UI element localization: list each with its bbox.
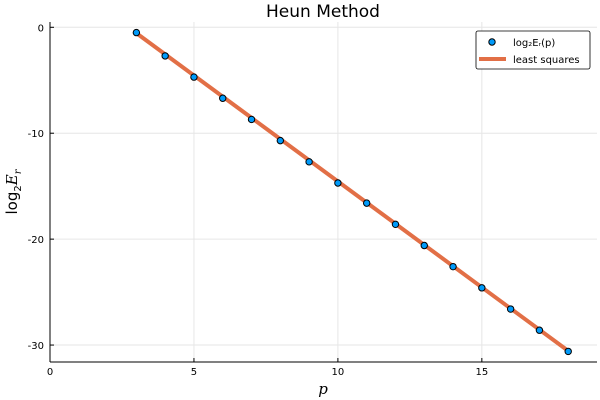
x-ticks: 0 5 10 15 bbox=[47, 358, 488, 378]
data-point bbox=[564, 347, 572, 356]
y-tick-label: -10 bbox=[28, 129, 44, 140]
data-point bbox=[478, 284, 486, 292]
data-point bbox=[535, 326, 544, 334]
legend-marker-scatter bbox=[488, 38, 496, 46]
least-squares-line bbox=[135, 31, 570, 353]
data-points-series bbox=[132, 28, 572, 356]
y-tick-label: -20 bbox=[28, 235, 44, 246]
data-point bbox=[362, 199, 371, 207]
chart-title: Heun Method bbox=[266, 2, 380, 22]
data-point bbox=[449, 262, 457, 271]
data-point bbox=[161, 52, 169, 60]
y-axis-label-base: log bbox=[3, 192, 21, 215]
x-tick-label: 10 bbox=[332, 367, 345, 378]
x-tick-label: 15 bbox=[475, 367, 488, 378]
y-axis-label: log2Er bbox=[3, 168, 24, 214]
y-axis-label-var-sub: r bbox=[13, 168, 24, 174]
data-point bbox=[334, 179, 342, 187]
data-point bbox=[132, 28, 141, 37]
y-axis-label-sub: 2 bbox=[13, 185, 24, 191]
data-point bbox=[247, 115, 256, 124]
legend: log₂Eᵣ(p) least squares bbox=[475, 30, 591, 70]
y-ticks: 0 -10 -20 -30 bbox=[28, 23, 54, 352]
y-tick-label: 0 bbox=[38, 23, 44, 34]
data-point bbox=[420, 241, 428, 250]
data-point bbox=[219, 94, 227, 102]
data-point bbox=[305, 158, 313, 166]
legend-label-scatter: log₂Eᵣ(p) bbox=[513, 38, 555, 49]
data-point bbox=[391, 220, 400, 229]
x-tick-label: 0 bbox=[47, 367, 53, 378]
y-tick-label: -30 bbox=[28, 341, 44, 352]
x-tick-label: 5 bbox=[191, 367, 197, 378]
data-point bbox=[190, 73, 198, 81]
y-axis-label-var: E bbox=[3, 174, 21, 186]
least-squares-series bbox=[135, 31, 570, 353]
x-axis-label: p bbox=[318, 380, 328, 398]
legend-label-line: least squares bbox=[513, 55, 580, 66]
axes bbox=[49, 22, 597, 363]
data-point bbox=[276, 136, 285, 145]
data-point bbox=[506, 305, 515, 313]
